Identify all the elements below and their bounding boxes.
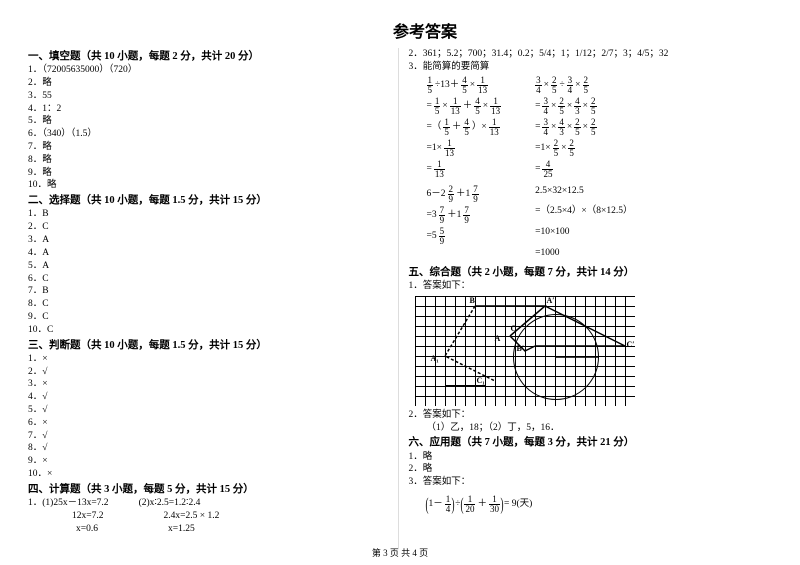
math-step: 2.5×32×12.5 bbox=[535, 185, 632, 198]
math-step: =1× 113 bbox=[427, 139, 502, 158]
answer-item: 8．√ bbox=[28, 442, 392, 455]
answer-item: 4．√ bbox=[28, 391, 392, 404]
answer-item: 8．C bbox=[28, 298, 392, 311]
answer-item: 5．A bbox=[28, 260, 392, 273]
answer-item: （1）乙，18；（2）丁，5，16． bbox=[409, 422, 773, 435]
answer-item: 8．略 bbox=[28, 154, 392, 167]
answer-item: 1．略 bbox=[409, 451, 773, 464]
two-column-layout: 一、填空题（共 10 小题，每题 2 分，共计 20 分） 1．（7200563… bbox=[28, 48, 772, 548]
answer-item: 3．答案如下： bbox=[409, 476, 773, 489]
math-step: 15 ÷13＋ 45 × 113 bbox=[427, 76, 502, 95]
answer-item: 5．√ bbox=[28, 404, 392, 417]
figure-label: C′ bbox=[627, 340, 635, 351]
calc-line: x=1.25 bbox=[168, 523, 195, 536]
answer-item: 3．55 bbox=[28, 90, 392, 103]
section-4-heading: 四、计算题（共 3 小题，每题 5 分，共计 15 分） bbox=[28, 483, 392, 497]
answer-item: 9．× bbox=[28, 455, 392, 468]
calc-line: 12x=7.2 bbox=[72, 510, 103, 523]
answer-item: 1．B bbox=[28, 208, 392, 221]
figure-label: C₁ bbox=[477, 376, 485, 387]
math-equation: ( 1－ 14 ) ÷ ( 120 ＋ 130 ) = 9(天) bbox=[409, 492, 773, 516]
answer-item: 6．C bbox=[28, 273, 392, 286]
answer-item: 2．√ bbox=[28, 366, 392, 379]
answer-item: 4．1：2 bbox=[28, 103, 392, 116]
math-step: =（2.5×4）×（8×12.5） bbox=[535, 205, 632, 218]
figure-label: A′ bbox=[547, 296, 555, 307]
section-2-heading: 二、选择题（共 10 小题，每题 1.5 分，共计 15 分） bbox=[28, 194, 392, 208]
answer-item: 7．√ bbox=[28, 430, 392, 443]
left-column: 一、填空题（共 10 小题，每题 2 分，共计 20 分） 1．（7200563… bbox=[28, 48, 399, 548]
section-5-heading: 五、综合题（共 2 小题，每题 7 分，共计 14 分） bbox=[409, 266, 773, 280]
figure-label: A₁ bbox=[431, 354, 439, 365]
figure-label: B′ bbox=[517, 344, 525, 355]
answer-item: 3．× bbox=[28, 378, 392, 391]
page-title: 参考答案 bbox=[78, 18, 772, 42]
math-step: =1× 25 × 25 bbox=[535, 139, 632, 158]
math-step: =（ 15 ＋ 45 ）× 113 bbox=[427, 118, 502, 137]
math-step: = 113 bbox=[427, 160, 502, 179]
answer-item: 4．A bbox=[28, 247, 392, 260]
calc-line: 1．(1)25x－13x=7.2 bbox=[28, 497, 109, 510]
calc-line: (2)x∶2.5=1.2∶2.4 bbox=[139, 497, 201, 510]
math-step: 34 × 25 ÷ 34 × 25 bbox=[535, 76, 632, 95]
section-1-heading: 一、填空题（共 10 小题，每题 2 分，共计 20 分） bbox=[28, 50, 392, 64]
circle-icon bbox=[513, 314, 599, 400]
answer-item: 10．× bbox=[28, 468, 392, 481]
section-3-heading: 三、判断题（共 10 小题，每题 1.5 分，共计 15 分） bbox=[28, 339, 392, 353]
figure-label: B bbox=[470, 296, 475, 307]
section-6-heading: 六、应用题（共 7 小题，每题 3 分，共计 21 分） bbox=[409, 436, 773, 450]
geometry-figure: B A′ C A B′ C′ A₁ C₁ bbox=[415, 296, 635, 406]
answer-item: 6．× bbox=[28, 417, 392, 430]
answer-item: 6．（340）（1.5） bbox=[28, 128, 392, 141]
math-step: =5 59 bbox=[427, 227, 502, 246]
answer-item: 5．略 bbox=[28, 115, 392, 128]
answer-item: 1．× bbox=[28, 353, 392, 366]
math-step: 6－2 29 ＋1 79 bbox=[427, 185, 502, 204]
math-left-col: 15 ÷13＋ 45 × 113 = 15 × 113 ＋ 45 × 113 bbox=[409, 76, 502, 260]
math-step: = 15 × 113 ＋ 45 × 113 bbox=[427, 97, 502, 116]
answer-item: 1．（72005635000）（720） bbox=[28, 64, 392, 77]
figure-label: C bbox=[511, 324, 517, 335]
math-step: =1000 bbox=[535, 247, 632, 260]
answer-item: 9．略 bbox=[28, 167, 392, 180]
math-right-col: 34 × 25 ÷ 34 × 25 = 34 × 25 × 43 × 25 bbox=[535, 76, 632, 260]
answer-item: 3．A bbox=[28, 234, 392, 247]
answer-line: 3．能简算的要简算 bbox=[409, 61, 773, 74]
answer-item: 1．答案如下： bbox=[409, 280, 773, 293]
answer-item: 10．C bbox=[28, 324, 392, 337]
math-step: = 34 × 43 × 25 × 25 bbox=[535, 118, 632, 137]
calc-line: x=0.6 bbox=[76, 523, 98, 536]
math-worked-block: 15 ÷13＋ 45 × 113 = 15 × 113 ＋ 45 × 113 bbox=[409, 76, 773, 260]
page-footer: 第 3 页 共 4 页 bbox=[0, 546, 800, 559]
answer-item: 10．略 bbox=[28, 179, 392, 192]
figure-label: A bbox=[495, 334, 501, 345]
answer-item: 2．答案如下： bbox=[409, 409, 773, 422]
calc-line: 2.4x=2.5 × 1.2 bbox=[163, 510, 219, 523]
right-column: 2．361；5.2；700；31.4；0.2；5/4；1；1/12；2/7；3；… bbox=[399, 48, 773, 548]
answer-item: 9．C bbox=[28, 311, 392, 324]
answer-item: 2．略 bbox=[409, 463, 773, 476]
answer-item: 2．C bbox=[28, 221, 392, 234]
math-step: = 34 × 25 × 43 × 25 bbox=[535, 97, 632, 116]
answer-item: 2．略 bbox=[28, 77, 392, 90]
math-step: = 425 bbox=[535, 160, 632, 179]
answer-item: 7．略 bbox=[28, 141, 392, 154]
answer-item: 7．B bbox=[28, 285, 392, 298]
math-step: =3 79 ＋1 79 bbox=[427, 206, 502, 225]
math-step: =10×100 bbox=[535, 226, 632, 239]
answer-line: 2．361；5.2；700；31.4；0.2；5/4；1；1/12；2/7；3；… bbox=[409, 48, 773, 61]
